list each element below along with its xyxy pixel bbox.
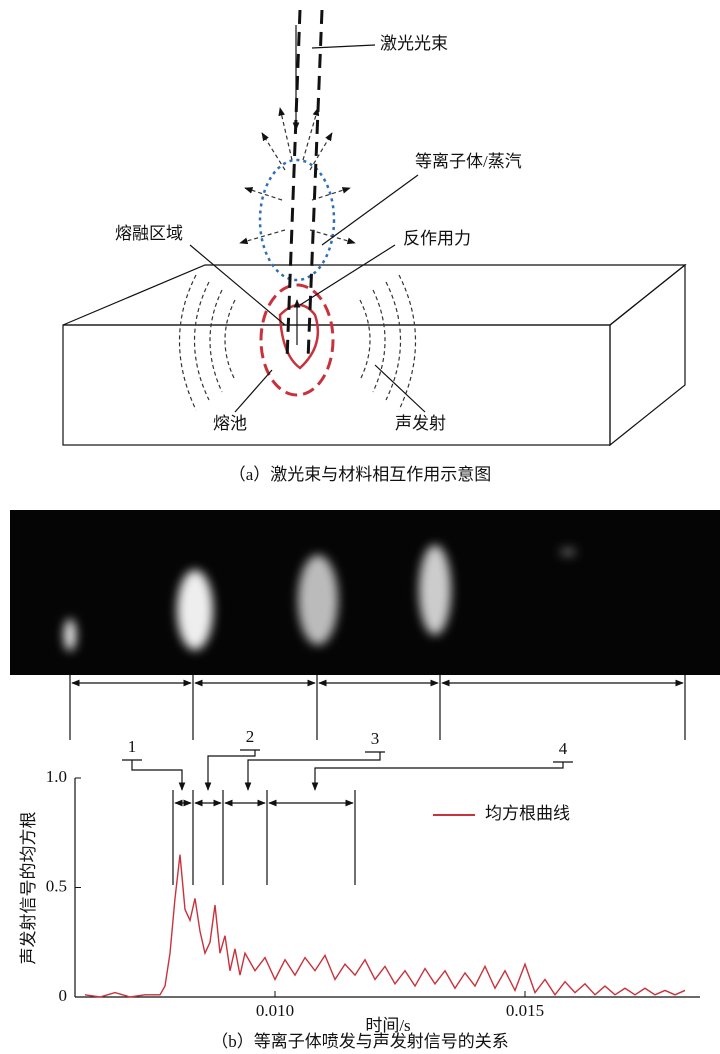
- label: 等离子体/蒸汽: [415, 152, 522, 171]
- vapor-arrows: [240, 108, 355, 243]
- y-tick-label: 0.5: [46, 876, 67, 895]
- segment-label: 3: [371, 729, 380, 748]
- caption: （b）等离子体喷发与声发射信号的关系: [211, 1032, 509, 1051]
- label: 熔池: [213, 414, 247, 433]
- label: 激光光束: [380, 34, 448, 53]
- label: 反作用力: [403, 229, 471, 248]
- segment-label: 1: [128, 737, 137, 756]
- segment-label: 2: [246, 727, 255, 746]
- caption: （a）激光束与材料相互作用示意图: [229, 465, 492, 484]
- legend-label: 均方根曲线: [485, 804, 570, 823]
- melt-zone-outline: [280, 305, 318, 368]
- y-tick-label: 1.0: [46, 767, 67, 786]
- y-axis-label: 声发射信号的均方根: [19, 812, 38, 965]
- segments: [70, 675, 685, 885]
- x-tick-label: 0.015: [506, 1001, 544, 1020]
- segment-label: 4: [559, 739, 568, 758]
- label: 熔融区域: [115, 224, 183, 243]
- label: 声发射: [395, 414, 446, 433]
- series-line: [85, 855, 685, 997]
- image-strip: [10, 510, 720, 675]
- figure: 激光光束 等离子体/蒸汽 熔融区域 反作用力 熔池 声发射 （a）激光束与材料相…: [0, 0, 720, 1054]
- y-tick-label: 0: [59, 986, 68, 1005]
- x-tick-label: 0.010: [256, 1001, 294, 1020]
- leaders: [190, 45, 425, 412]
- plasma-plume: [260, 160, 334, 280]
